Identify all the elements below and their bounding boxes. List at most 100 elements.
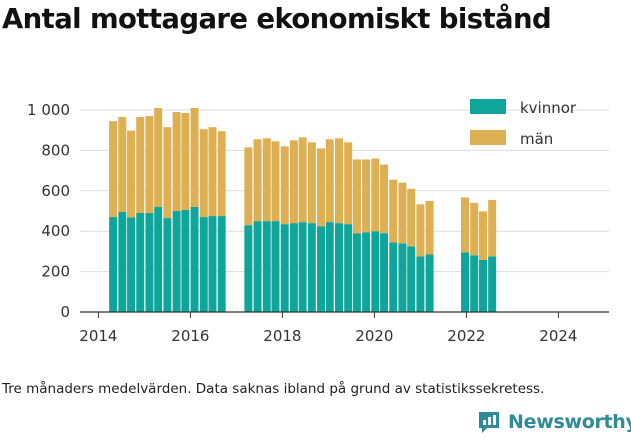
- bar-kvinnor: [362, 232, 371, 312]
- bar-man: [253, 139, 262, 222]
- bar-kvinnor: [199, 217, 208, 312]
- bar-man: [362, 159, 371, 233]
- brand-logo[interactable]: Newsworthy: [476, 407, 631, 437]
- y-tick-label: 1 000: [27, 101, 70, 119]
- bar-man: [190, 107, 199, 207]
- bar-man: [271, 141, 280, 222]
- x-tick-label: 2024: [539, 327, 577, 345]
- axes: 0 200 400 600 800 1 000 2014 2016 2018 2020 2022 20…: [27, 101, 609, 345]
- bar-man: [163, 127, 172, 219]
- legend-label-kvinnor: kvinnor: [520, 99, 577, 117]
- bar-man: [488, 199, 497, 257]
- bar-kvinnor: [145, 213, 154, 312]
- brand-name: Newsworthy: [508, 411, 631, 433]
- bar-kvinnor: [109, 217, 118, 312]
- bar-kvinnor: [407, 246, 416, 312]
- bar-kvinnor: [425, 254, 434, 312]
- bar-kvinnor: [325, 222, 334, 312]
- bar-man: [127, 130, 136, 218]
- x-tick-label: 2020: [355, 327, 393, 345]
- bar-man: [280, 146, 289, 225]
- bar-man: [371, 158, 380, 232]
- bar-man: [262, 138, 271, 222]
- y-tick-label: 800: [41, 141, 70, 159]
- x-tick-label: 2016: [171, 327, 209, 345]
- bar-kvinnor: [181, 209, 190, 312]
- legend-swatch-kvinnor: [470, 99, 506, 114]
- bar-man: [389, 179, 398, 243]
- y-tick-label: 400: [41, 222, 70, 240]
- bar-kvinnor: [127, 217, 136, 312]
- bar-kvinnor: [190, 206, 199, 312]
- legend: kvinnor män: [470, 99, 577, 148]
- bar-man: [380, 164, 389, 234]
- bar-man: [172, 112, 181, 211]
- bar-kvinnor: [334, 223, 343, 312]
- bar-man: [289, 140, 298, 224]
- bar-man: [317, 148, 326, 227]
- newsworthy-logo-icon: [479, 412, 499, 433]
- bar-kvinnor: [253, 221, 262, 312]
- bar-man: [109, 121, 118, 218]
- stacked-bar-chart: 0 200 400 600 800 1 000 2014 2016 2018 2020 2022 20…: [27, 99, 609, 345]
- x-tick-label: 2022: [447, 327, 485, 345]
- x-tick-label: 2018: [263, 327, 301, 345]
- bar-man: [136, 117, 145, 214]
- bar-kvinnor: [470, 255, 479, 312]
- bar-man: [425, 200, 434, 255]
- bar-kvinnor: [488, 256, 497, 312]
- bar-kvinnor: [154, 206, 163, 312]
- bar-kvinnor: [398, 243, 407, 312]
- bar-kvinnor: [307, 223, 316, 312]
- bar-kvinnor: [172, 211, 181, 312]
- bar-man: [470, 202, 479, 256]
- y-tick-label: 200: [41, 263, 70, 281]
- bar-man: [244, 147, 253, 226]
- bar-man: [298, 137, 307, 223]
- bar-kvinnor: [262, 221, 271, 312]
- bar-man: [325, 139, 334, 223]
- legend-label-man: män: [520, 130, 553, 148]
- bar-man: [217, 131, 226, 217]
- bar-kvinnor: [317, 226, 326, 312]
- bar-kvinnor: [352, 233, 361, 312]
- bar-kvinnor: [118, 212, 127, 312]
- footnote: Tre månaders medelvärden. Data saknas ib…: [2, 381, 545, 397]
- y-tick-label: 600: [41, 182, 70, 200]
- bar-man: [181, 113, 190, 210]
- bar-kvinnor: [280, 224, 289, 312]
- bar-kvinnor: [244, 225, 253, 312]
- bar-man: [461, 197, 470, 253]
- bar-kvinnor: [478, 259, 487, 312]
- bars: [109, 107, 497, 312]
- bar-man: [208, 127, 217, 217]
- bar-kvinnor: [163, 218, 172, 312]
- y-tick-label: 0: [60, 303, 70, 321]
- bar-man: [478, 211, 487, 260]
- bar-kvinnor: [217, 216, 226, 312]
- bar-kvinnor: [208, 216, 217, 312]
- bar-kvinnor: [298, 222, 307, 312]
- bar-kvinnor: [389, 242, 398, 312]
- bar-man: [199, 129, 208, 218]
- bar-man: [118, 117, 127, 213]
- bar-man: [154, 107, 163, 207]
- bar-man: [416, 204, 425, 257]
- bar-kvinnor: [416, 256, 425, 312]
- bar-kvinnor: [136, 213, 145, 312]
- x-tick-label: 2014: [79, 327, 117, 345]
- bar-kvinnor: [461, 252, 470, 312]
- bar-man: [307, 142, 316, 224]
- bar-kvinnor: [380, 233, 389, 312]
- bar-kvinnor: [289, 223, 298, 312]
- legend-swatch-man: [470, 130, 506, 145]
- bar-man: [352, 159, 361, 234]
- bar-man: [334, 138, 343, 224]
- bar-man: [407, 188, 416, 247]
- bar-kvinnor: [344, 224, 353, 312]
- bar-kvinnor: [271, 221, 280, 312]
- chart-title: Antal mottagare ekonomiskt bistånd: [2, 3, 552, 35]
- bar-man: [145, 116, 154, 214]
- bar-man: [398, 182, 407, 244]
- bar-kvinnor: [371, 231, 380, 312]
